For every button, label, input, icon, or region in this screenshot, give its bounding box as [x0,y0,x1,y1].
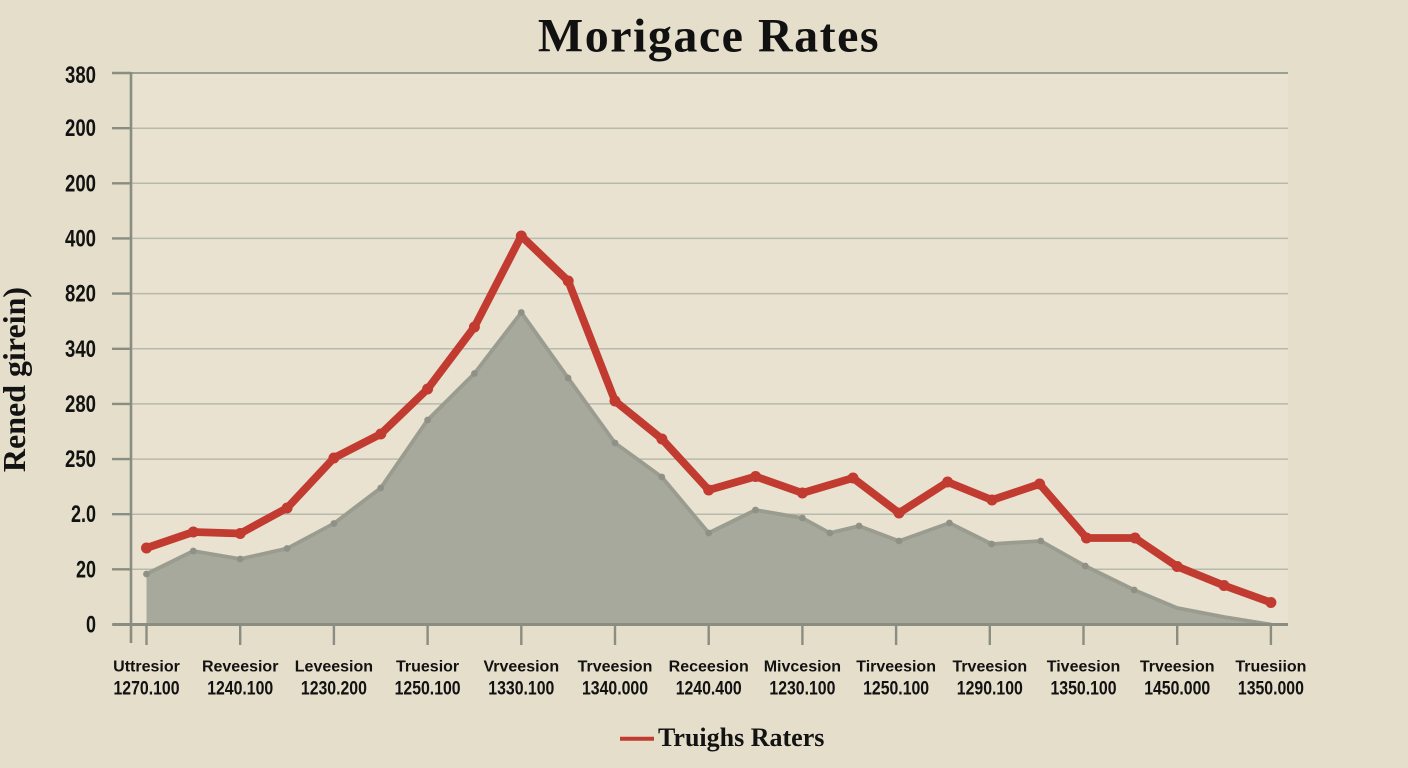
svg-text:1270.100: 1270.100 [114,679,180,700]
svg-text:Uttresior: Uttresior [113,659,180,676]
svg-text:Trveesion: Trveesion [578,659,653,676]
svg-text:1240.100: 1240.100 [207,679,273,700]
svg-text:Truesior: Truesior [396,659,459,676]
svg-text:1330.100: 1330.100 [488,679,554,700]
svg-text:Receesion: Receesion [669,659,749,676]
svg-text:200: 200 [65,170,96,197]
svg-text:1250.100: 1250.100 [863,679,929,700]
svg-text:380: 380 [65,62,96,89]
svg-text:1230.100: 1230.100 [769,679,835,700]
svg-text:1350.100: 1350.100 [1051,679,1117,700]
svg-text:Tiveesion: Tiveesion [1047,659,1121,676]
svg-text:Truesiion: Truesiion [1235,659,1306,676]
svg-text:1350.000: 1350.000 [1238,679,1304,700]
svg-text:280: 280 [65,391,96,418]
svg-text:200: 200 [65,115,96,142]
svg-text:Rened girein): Rened girein) [0,287,32,472]
svg-text:1250.100: 1250.100 [395,679,461,700]
svg-text:Truighs Raters: Truighs Raters [658,723,824,752]
svg-text:Vrveesion: Vrveesion [483,659,559,676]
svg-text:Reveesior: Reveesior [202,659,279,676]
svg-text:Tirveesion: Tirveesion [856,659,936,676]
svg-text:Trveesion: Trveesion [1140,659,1215,676]
svg-text:250: 250 [65,446,96,473]
svg-text:Morigace Rates: Morigace Rates [538,10,880,63]
svg-text:Leveesion: Leveesion [295,659,373,676]
svg-text:Mivcesion: Mivcesion [764,659,841,676]
svg-text:400: 400 [65,225,96,252]
svg-text:1230.200: 1230.200 [301,679,367,700]
svg-text:340: 340 [65,336,96,363]
svg-text:2.0: 2.0 [71,501,96,528]
svg-text:0: 0 [86,612,96,639]
svg-text:1290.100: 1290.100 [957,679,1023,700]
svg-text:Trveesion: Trveesion [952,659,1027,676]
svg-text:1240.400: 1240.400 [676,679,742,700]
svg-text:1340.000: 1340.000 [582,679,648,700]
svg-text:820: 820 [65,281,96,308]
svg-text:20: 20 [76,556,96,583]
svg-text:1450.000: 1450.000 [1144,679,1210,700]
